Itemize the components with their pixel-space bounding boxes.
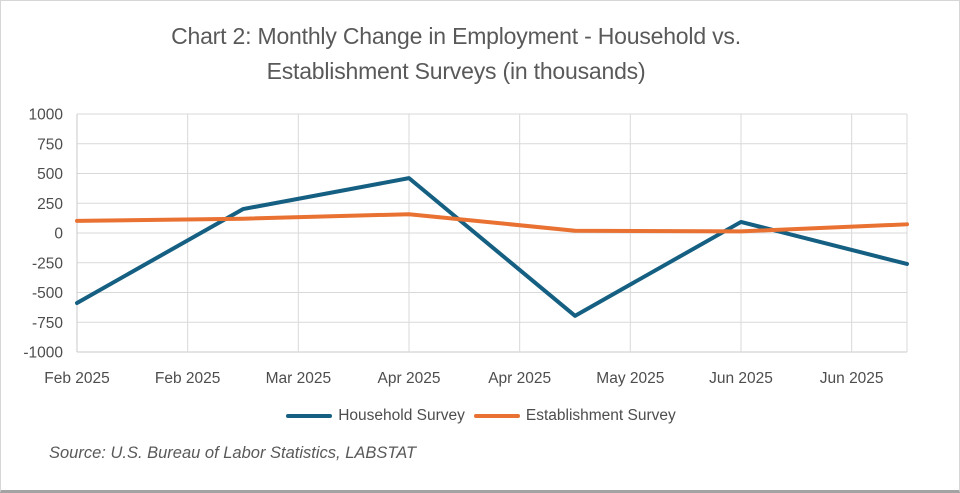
source-note: Source: U.S. Bureau of Labor Statistics,… (49, 444, 417, 462)
chart-title-line-1: Chart 2: Monthly Change in Employment - … (171, 23, 741, 49)
legend-label-establishment: Establishment Survey (525, 407, 676, 424)
series-line-establishment-survey (75, 212, 909, 234)
x-axis-tick-label: Feb 2025 (155, 370, 221, 387)
y-axis-tick-label: 0 (54, 226, 63, 243)
y-axis-tick-label: -250 (32, 255, 63, 272)
establishment-series-swatch (473, 414, 520, 418)
x-axis-tick-label: Jun 2025 (820, 370, 884, 387)
series-line-household-survey (75, 176, 909, 318)
legend-item-establishment: Establishment Survey (473, 407, 676, 425)
y-axis-tick-label: -500 (32, 285, 63, 302)
x-axis-tick-label: Mar 2025 (266, 370, 331, 387)
household-series-swatch (286, 414, 333, 418)
chart-legend: Household Survey Establishment Survey (1, 407, 959, 425)
chart-title-line-2: Establishment Surveys (in thousands) (266, 58, 646, 84)
y-axis-tick-label: -1000 (23, 345, 63, 362)
legend-item-household: Household Survey (286, 407, 465, 425)
legend-label-household: Household Survey (338, 407, 465, 424)
y-axis-tick-label: 1000 (29, 107, 64, 124)
employment-line-chart: 1000 750 500 250 0 -250 -500 -750 -1000 Feb 2025 F… (23, 107, 909, 387)
x-axis-tick-label: Apr 2025 (378, 370, 441, 387)
y-axis-tick-label: 250 (37, 196, 63, 213)
x-axis-tick-label: Feb 2025 (44, 370, 110, 387)
chart-title: Chart 2: Monthly Change in Employment - … (1, 19, 911, 89)
x-axis-tick-label: May 2025 (596, 370, 664, 387)
y-axis-tick-label: -750 (32, 315, 63, 332)
x-axis-tick-label: Jun 2025 (709, 370, 773, 387)
x-axis-tick-label: Apr 2025 (488, 370, 551, 387)
y-axis-tick-label: 750 (37, 136, 63, 153)
y-axis-tick-label: 500 (37, 166, 63, 183)
